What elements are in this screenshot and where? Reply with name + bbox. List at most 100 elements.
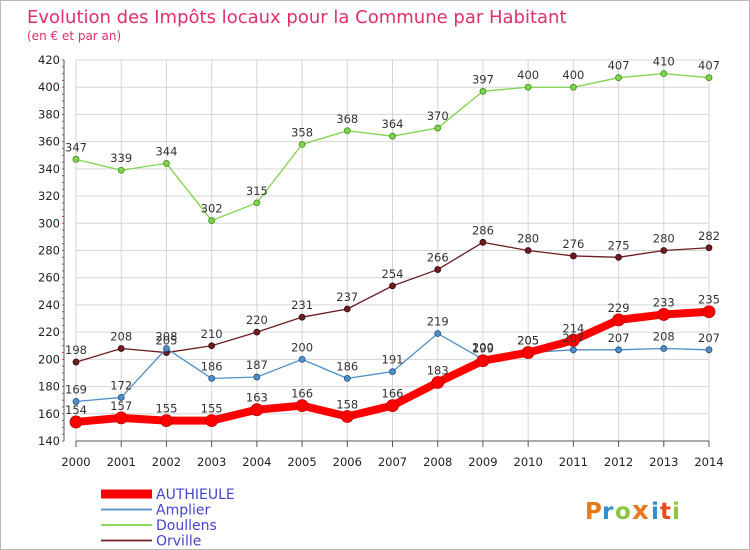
data-label-orville: 210 — [201, 327, 223, 341]
data-label-amplier: 200 — [472, 340, 494, 354]
data-label-orville: 275 — [608, 238, 630, 252]
data-point-authieule — [476, 354, 490, 368]
data-point-authieule — [205, 414, 219, 427]
x-tick-label: 2009 — [468, 455, 497, 469]
data-point-authieule — [702, 305, 716, 319]
y-tick-label: 420 — [38, 53, 60, 67]
data-label-amplier: 208 — [155, 329, 177, 343]
y-tick-label: 360 — [38, 135, 60, 149]
data-label-authieule: 199 — [472, 342, 494, 356]
data-label-orville: 237 — [336, 290, 358, 304]
data-point-doullens — [163, 160, 170, 167]
logo-letter: t — [660, 499, 671, 525]
data-label-authieule: 155 — [201, 402, 223, 416]
data-point-doullens — [298, 140, 306, 148]
data-point-orville — [705, 244, 713, 252]
chart-title: Evolution des Impôts locaux pour la Comm… — [27, 7, 567, 28]
data-label-authieule: 154 — [65, 403, 87, 417]
series-layer — [69, 70, 716, 429]
chart-subtitle: (en € et par an) — [27, 29, 121, 43]
data-point-amplier — [117, 394, 125, 401]
data-point-orville — [208, 342, 216, 350]
data-label-doullens: 400 — [517, 68, 539, 82]
data-point-amplier — [72, 398, 80, 405]
logo-letter: i — [672, 499, 680, 525]
data-label-orville: 282 — [698, 229, 720, 243]
grid-layer — [75, 59, 710, 442]
data-label-doullens: 339 — [110, 151, 132, 165]
data-label-authieule: 166 — [382, 387, 404, 401]
data-point-authieule — [386, 399, 399, 413]
data-label-amplier: 187 — [246, 358, 268, 372]
y-tick-label: 380 — [38, 107, 60, 121]
legend-label-authieule: AUTHIEULE — [156, 487, 235, 503]
data-point-orville — [479, 238, 487, 246]
data-label-amplier: 207 — [562, 331, 584, 345]
data-label-amplier: 207 — [608, 331, 630, 345]
legend-label-amplier: Amplier — [156, 503, 210, 519]
data-label-doullens: 397 — [472, 72, 494, 86]
data-point-doullens — [72, 155, 80, 163]
data-label-doullens: 368 — [336, 112, 358, 126]
data-point-orville — [524, 247, 532, 254]
data-point-authieule — [160, 414, 173, 427]
data-point-amplier — [434, 330, 442, 337]
data-label-doullens: 400 — [562, 68, 584, 82]
data-label-authieule: 214 — [562, 321, 584, 335]
data-label-amplier: 200 — [291, 340, 313, 354]
x-tick-label: 2014 — [694, 455, 723, 469]
x-tick-label: 2006 — [333, 455, 362, 469]
data-label-amplier: 207 — [698, 331, 720, 345]
logo-letter: i — [651, 499, 659, 525]
data-label-amplier: 208 — [653, 329, 675, 343]
y-tick-label: 340 — [38, 162, 60, 176]
data-point-orville — [660, 247, 668, 254]
data-point-doullens — [253, 199, 261, 207]
data-label-authieule: 235 — [698, 293, 720, 307]
data-point-doullens — [524, 83, 532, 91]
data-point-doullens — [569, 83, 577, 91]
data-point-amplier — [389, 368, 396, 376]
data-point-amplier — [343, 375, 351, 382]
data-label-doullens: 315 — [246, 184, 268, 198]
logo-letter: P — [585, 499, 602, 525]
x-tick-label: 2007 — [378, 455, 407, 469]
data-label-amplier: 186 — [336, 359, 358, 373]
data-label-amplier: 205 — [517, 334, 539, 348]
data-label-orville: 286 — [472, 223, 494, 237]
data-point-doullens — [389, 132, 396, 140]
data-point-authieule — [657, 308, 671, 321]
data-point-authieule — [295, 399, 309, 413]
data-point-orville — [72, 358, 80, 366]
data-point-orville — [253, 328, 261, 336]
data-label-doullens: 347 — [65, 140, 87, 154]
label-layer: 154 157 155 155 163 166 158 166 183 199 205 214 229 2… — [65, 55, 720, 417]
data-label-doullens: 407 — [698, 59, 720, 73]
data-label-orville: 198 — [65, 343, 87, 357]
data-label-orville: 266 — [427, 251, 449, 265]
data-point-amplier — [615, 346, 622, 354]
data-point-authieule — [250, 403, 264, 417]
x-tick-label: 2013 — [649, 455, 678, 469]
data-point-doullens — [208, 217, 216, 224]
data-point-authieule — [612, 313, 625, 327]
legend-label-orville: Orville — [156, 534, 201, 550]
data-label-authieule: 229 — [608, 301, 630, 315]
data-point-authieule — [114, 411, 128, 425]
data-point-orville — [434, 266, 442, 273]
data-label-orville: 280 — [653, 232, 675, 246]
data-point-orville — [389, 282, 396, 290]
data-label-amplier: 169 — [65, 383, 87, 397]
y-tick-label: 180 — [38, 380, 60, 394]
x-tick-label: 2011 — [559, 455, 588, 469]
data-label-doullens: 407 — [608, 59, 630, 73]
data-point-orville — [117, 345, 125, 352]
x-tick-label: 2010 — [514, 455, 543, 469]
y-tick-label: 240 — [38, 298, 60, 312]
data-label-authieule: 205 — [517, 334, 539, 348]
data-label-doullens: 358 — [291, 125, 313, 139]
data-label-orville: 280 — [517, 232, 539, 246]
